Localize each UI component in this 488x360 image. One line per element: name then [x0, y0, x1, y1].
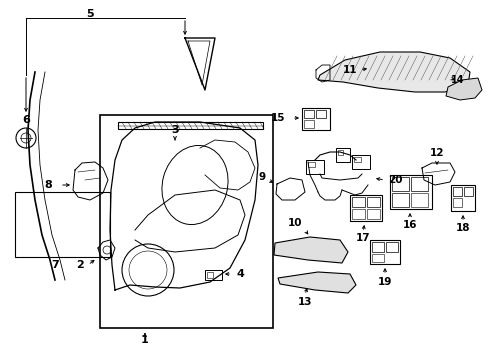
Text: 10: 10 [287, 218, 302, 228]
Polygon shape [273, 237, 347, 263]
Bar [371, 254, 383, 262]
Bar [335, 148, 349, 162]
Polygon shape [317, 52, 469, 92]
Bar [305, 160, 324, 174]
Bar [391, 177, 408, 191]
Bar [366, 197, 379, 207]
Bar [15, 192, 110, 257]
Text: 16: 16 [402, 220, 416, 230]
Bar [304, 110, 313, 118]
Bar [385, 242, 397, 252]
Text: 2: 2 [76, 260, 84, 270]
Bar [353, 157, 360, 162]
Text: 9: 9 [258, 172, 265, 182]
Bar [302, 108, 329, 130]
Bar [351, 155, 369, 169]
Text: 12: 12 [429, 148, 443, 158]
Text: 3: 3 [171, 125, 179, 135]
Bar [410, 193, 427, 207]
Bar [349, 195, 381, 221]
Bar [369, 240, 399, 264]
Polygon shape [278, 272, 355, 293]
Text: 5: 5 [86, 9, 94, 19]
Text: 11: 11 [342, 65, 357, 75]
Text: 15: 15 [270, 113, 285, 123]
Bar [100, 115, 272, 328]
Bar [371, 242, 383, 252]
Bar [452, 198, 461, 207]
Text: 13: 13 [297, 297, 312, 307]
Bar [389, 175, 431, 209]
Bar [463, 187, 472, 196]
Text: 8: 8 [44, 180, 52, 190]
Text: 20: 20 [387, 175, 402, 185]
Bar [410, 177, 427, 191]
Text: 14: 14 [450, 75, 464, 85]
Bar [315, 110, 325, 118]
Bar [391, 193, 408, 207]
Bar [452, 187, 461, 196]
Text: 1: 1 [141, 335, 148, 345]
Text: 18: 18 [455, 223, 469, 233]
Bar [337, 150, 342, 155]
Bar [307, 162, 314, 167]
Text: 6: 6 [22, 115, 30, 125]
Bar [351, 209, 364, 219]
Text: 17: 17 [355, 233, 369, 243]
Polygon shape [445, 78, 481, 100]
Bar [118, 122, 263, 129]
Text: 19: 19 [377, 277, 391, 287]
Bar [450, 185, 474, 211]
Bar [204, 270, 222, 280]
Text: 7: 7 [51, 260, 59, 270]
Bar [366, 209, 379, 219]
Bar [351, 197, 364, 207]
Bar [304, 120, 313, 128]
Text: 4: 4 [236, 269, 244, 279]
Bar [206, 272, 213, 278]
